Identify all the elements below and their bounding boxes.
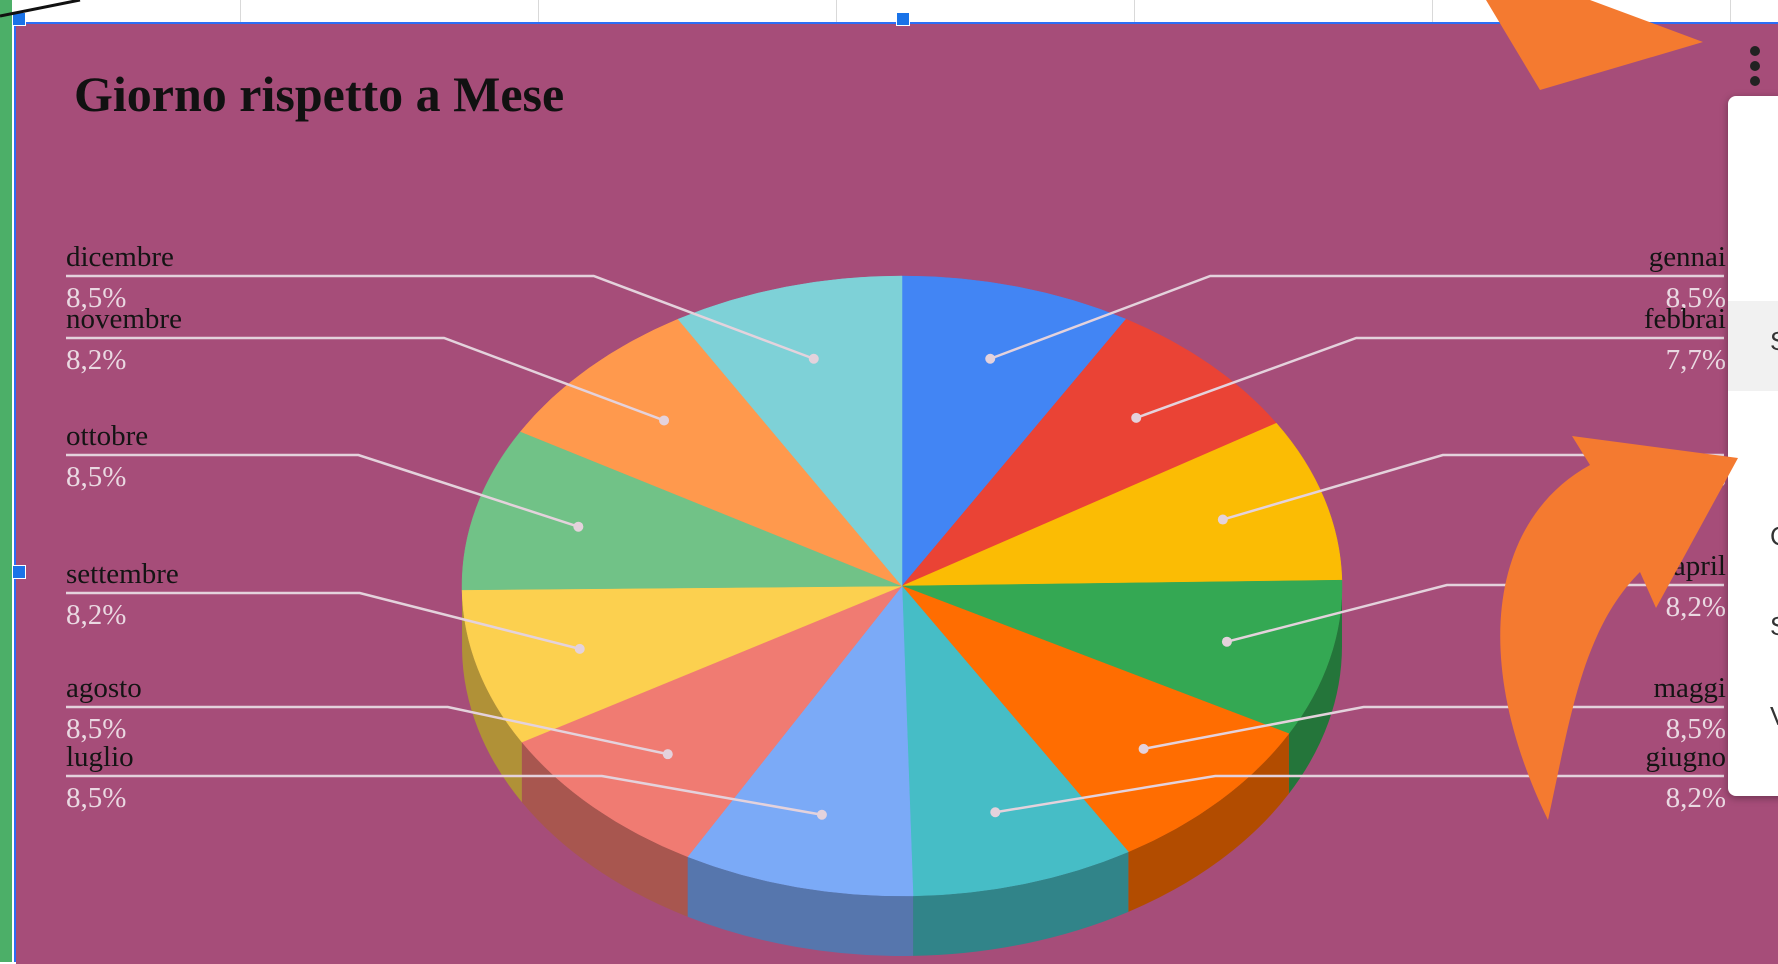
- leader-dot-giugno: [990, 807, 1000, 817]
- menu-item-glyph[interactable]: S: [1770, 611, 1778, 642]
- slice-label-percent: 8,5%: [66, 713, 126, 745]
- grid-column-divider: [836, 0, 837, 22]
- resize-handle-top-center[interactable]: [896, 12, 910, 26]
- slice-label-percent: 8,2%: [66, 344, 126, 376]
- menu-item-glyph[interactable]: S: [1770, 326, 1778, 357]
- leader-dot-dicembre: [809, 354, 819, 364]
- grid-column-divider: [538, 0, 539, 22]
- menu-item-glyph[interactable]: V: [1770, 701, 1778, 732]
- slice-label-percent: 8,2%: [1666, 591, 1726, 623]
- leader-dot-marzo: [1218, 515, 1228, 525]
- chart-more-options-icon[interactable]: [1746, 44, 1764, 94]
- leader-dot-ottobre: [573, 522, 583, 532]
- slice-label-percent: 8,2%: [66, 599, 126, 631]
- leader-dot-gennaio: [985, 354, 995, 364]
- slice-label-percent: 8,2%: [1666, 782, 1726, 814]
- resize-handle-top-left[interactable]: [12, 12, 26, 26]
- leader-dot-maggio: [1139, 744, 1149, 754]
- chart-container[interactable]: Giorno rispetto a Mese gennai 8,5% febbrai 7…: [14, 22, 1778, 962]
- slice-label-percent: 8,5%: [66, 782, 126, 814]
- sheet-selection-edge: [0, 0, 12, 962]
- slice-label-percent: 7,7%: [1666, 344, 1726, 376]
- slice-label-name: maggi: [1654, 672, 1727, 704]
- slice-label-name: gennai: [1649, 241, 1726, 273]
- spreadsheet-grid-strip: [0, 0, 1778, 23]
- slice-label-name: luglio: [66, 741, 134, 773]
- slice-label-name: ottobre: [66, 420, 148, 452]
- grid-column-divider: [240, 0, 241, 22]
- slice-label-name: agosto: [66, 672, 142, 704]
- slice-label-name: april: [1673, 550, 1726, 582]
- pie-chart: Giorno rispetto a Mese gennai 8,5% febbrai 7…: [16, 24, 1778, 964]
- leader-dot-novembre: [659, 415, 669, 425]
- chart-title: Giorno rispetto a Mese: [74, 66, 564, 122]
- slice-label-percent: 8,5%: [66, 282, 126, 314]
- leader-dot-settembre: [575, 644, 585, 654]
- slice-label-percent: 5%: [1687, 461, 1726, 493]
- grid-column-divider: [1432, 0, 1433, 22]
- grid-column-divider: [1730, 0, 1731, 22]
- slice-label-name: dicembre: [66, 241, 174, 273]
- leader-dot-luglio: [817, 810, 827, 820]
- chart-options-menu: S C S V: [1728, 96, 1778, 796]
- grid-column-divider: [1134, 0, 1135, 22]
- slice-label-name: giugno: [1645, 741, 1726, 773]
- slice-label-name: febbrai: [1644, 303, 1726, 335]
- slice-label-percent: 8,5%: [66, 461, 126, 493]
- leader-dot-febbraio: [1131, 413, 1141, 423]
- resize-handle-middle-left[interactable]: [12, 565, 26, 579]
- slice-label-name: settembre: [66, 558, 179, 590]
- leader-dot-aprile: [1222, 637, 1232, 647]
- leader-dot-agosto: [663, 749, 673, 759]
- menu-item-glyph[interactable]: C: [1770, 521, 1778, 552]
